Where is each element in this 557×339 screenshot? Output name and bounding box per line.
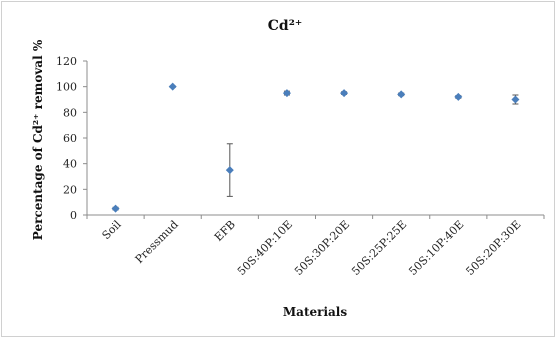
data-point-marker: [111, 204, 120, 213]
y-axis-title: Percentage of Cd²⁺ removal %: [31, 39, 45, 240]
x-category-label: EFB: [212, 218, 238, 244]
data-point-marker: [511, 95, 520, 104]
x-category-label: Pressmud: [133, 218, 181, 266]
data-point-marker: [225, 166, 234, 175]
x-category-label: 50S:25P:25E: [349, 218, 409, 278]
y-tick-label: 20: [63, 183, 77, 196]
y-tick-label: 60: [63, 132, 77, 145]
data-point-marker: [340, 89, 349, 98]
x-category-label: 50S:10P:40E: [406, 218, 466, 278]
x-category-label: Soil: [99, 218, 124, 243]
x-category-label: 50S:30P:20E: [292, 218, 352, 278]
y-tick-label: 100: [56, 81, 77, 94]
y-tick-label: 120: [56, 55, 77, 68]
plot-area: 0 20 40 60 80 100 120 Soil Pressmud EFB50S:40P:10…: [56, 55, 545, 278]
y-tick-label: 0: [70, 209, 77, 222]
y-tick-label: 80: [63, 106, 77, 119]
data-point-marker: [168, 82, 177, 91]
data-point-marker: [282, 89, 291, 98]
data-point-marker: [397, 90, 406, 99]
x-axis-title: Materials: [283, 305, 347, 319]
data-point-marker: [454, 92, 463, 101]
chart-title: Cd²⁺: [268, 18, 302, 34]
x-category-label: 50S:40P:10E: [235, 218, 295, 278]
y-tick-label: 40: [63, 158, 77, 171]
x-category-label: 50S:20P:30E: [463, 218, 523, 278]
